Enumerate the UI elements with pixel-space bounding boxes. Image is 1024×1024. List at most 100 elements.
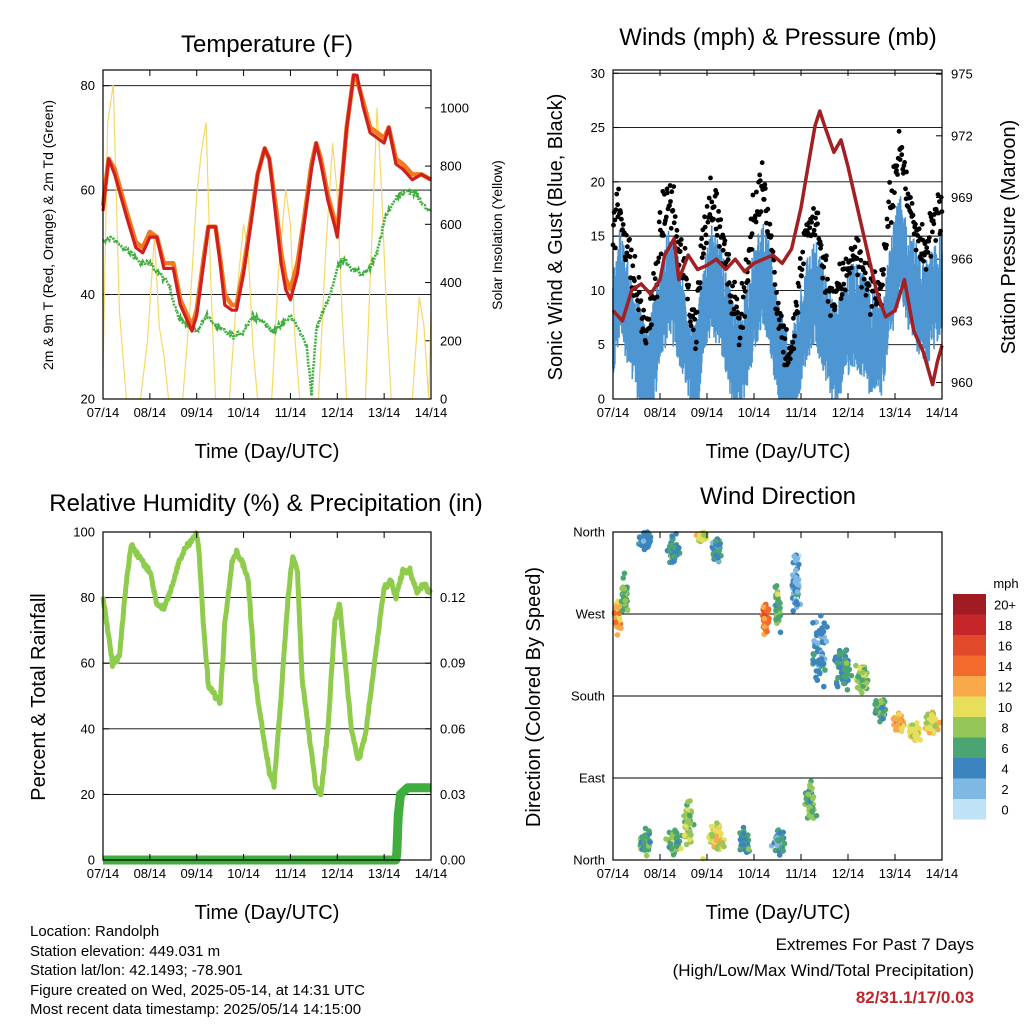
gust-point bbox=[869, 304, 875, 309]
wind-direction-point bbox=[932, 716, 939, 722]
gust-point bbox=[684, 276, 689, 282]
gust-point bbox=[862, 260, 868, 266]
gust-point bbox=[772, 269, 777, 275]
gust-point bbox=[930, 229, 935, 235]
gust-point bbox=[678, 237, 684, 242]
wind-direction-y-tick-label: South bbox=[571, 689, 605, 704]
winds-title: Winds (mph) & Pressure (mb) bbox=[619, 24, 936, 51]
humidity-y-tick-label: 0 bbox=[88, 853, 95, 868]
gust-point bbox=[843, 256, 849, 262]
gust-point bbox=[688, 323, 694, 329]
gust-point bbox=[784, 327, 789, 332]
wind-direction-point bbox=[737, 836, 744, 843]
gust-point bbox=[776, 317, 782, 323]
gust-point bbox=[670, 208, 676, 213]
wind-direction-point bbox=[854, 684, 861, 691]
solar-insolation-line bbox=[102, 84, 432, 400]
humidity-y-tick-label-right: 0.06 bbox=[440, 721, 465, 736]
wind-direction-point bbox=[622, 598, 629, 604]
extremes-values: 82/31.1/17/0.03 bbox=[855, 988, 974, 1007]
temperature-y-tick-label-right: 400 bbox=[440, 275, 462, 290]
gust-point bbox=[664, 186, 670, 192]
gust-point bbox=[780, 349, 786, 355]
station-info: Location: Randolph Station elevation: 44… bbox=[30, 922, 365, 1020]
gust-point bbox=[792, 333, 797, 339]
gust-point bbox=[690, 327, 696, 333]
extremes-title: Extremes For Past 7 Days bbox=[775, 935, 974, 954]
gust-point bbox=[925, 250, 931, 255]
temperature-y-label-right: Solar Insolation (Yellow) bbox=[489, 160, 505, 310]
gust-point bbox=[813, 215, 818, 221]
wind-direction-point bbox=[781, 840, 788, 847]
wind-direction-point bbox=[718, 830, 724, 837]
gust-point bbox=[839, 286, 844, 291]
gust-point bbox=[796, 284, 802, 289]
gust-point bbox=[667, 183, 673, 188]
wind-direction-point bbox=[714, 845, 720, 852]
wind-direction-point bbox=[837, 664, 843, 670]
gust-point bbox=[864, 287, 870, 292]
wind-direction-point bbox=[813, 674, 819, 681]
wind-direction-point bbox=[822, 667, 828, 673]
gust-point bbox=[791, 315, 796, 321]
gust-point bbox=[832, 303, 838, 309]
wind-direction-point bbox=[792, 557, 799, 564]
gust-point bbox=[616, 186, 621, 192]
wind-direction-point bbox=[685, 799, 691, 805]
gust-point bbox=[725, 257, 731, 262]
wind-direction-point bbox=[823, 638, 830, 645]
gust-point bbox=[811, 206, 816, 211]
temperature-x-tick-label: 08/14 bbox=[134, 405, 167, 420]
gust-point bbox=[909, 201, 915, 206]
wind-direction-point bbox=[841, 680, 847, 687]
gust-point bbox=[736, 342, 742, 348]
gust-point bbox=[701, 245, 707, 251]
wind-direction-x-tick-label: 08/14 bbox=[644, 866, 677, 881]
gust-point bbox=[636, 289, 642, 295]
gust-point bbox=[825, 276, 830, 282]
winds-y-tick-label-right: 969 bbox=[951, 190, 973, 205]
legend-swatch bbox=[953, 717, 986, 738]
gust-point bbox=[651, 271, 656, 276]
legend-swatch bbox=[953, 778, 986, 799]
gust-point bbox=[897, 157, 903, 163]
gust-point bbox=[861, 276, 867, 282]
wind-direction-point bbox=[764, 628, 770, 635]
relative-humidity-line bbox=[100, 530, 433, 798]
gust-point bbox=[899, 152, 905, 158]
wind-direction-point bbox=[624, 607, 631, 613]
humidity-y-label: Percent & Total Rainfall bbox=[28, 593, 50, 801]
gust-point bbox=[858, 257, 864, 263]
gust-point bbox=[815, 221, 820, 227]
legend-label: 8 bbox=[1001, 720, 1008, 735]
winds-x-tick-label: 09/14 bbox=[691, 405, 724, 420]
wind-direction-point bbox=[669, 559, 676, 565]
wind-direction-point bbox=[898, 725, 905, 732]
gust-point bbox=[671, 220, 677, 226]
gust-point bbox=[781, 323, 787, 329]
gust-point bbox=[858, 249, 863, 255]
gust-point bbox=[714, 232, 720, 238]
gust-point bbox=[726, 252, 732, 257]
humidity-title: Relative Humidity (%) & Precipitation (i… bbox=[49, 490, 482, 517]
gust-point bbox=[742, 288, 748, 294]
gust-point bbox=[737, 315, 742, 321]
wind-direction-point bbox=[740, 830, 747, 837]
gust-point bbox=[924, 245, 930, 251]
wind-direction-point bbox=[619, 607, 626, 614]
wind-direction-x-label: Time (Day/UTC) bbox=[706, 902, 851, 924]
wind-direction-point bbox=[761, 615, 768, 622]
gust-point bbox=[655, 259, 661, 265]
humidity-x-tick-label: 13/14 bbox=[368, 866, 401, 881]
gust-point bbox=[702, 224, 708, 230]
gust-point bbox=[765, 206, 771, 212]
extremes-subtitle: (High/Low/Max Wind/Total Precipitation) bbox=[672, 961, 974, 980]
wind-direction-point bbox=[772, 584, 779, 590]
wind-direction-point bbox=[721, 843, 727, 850]
gust-point bbox=[881, 267, 886, 272]
wind-direction-point bbox=[765, 606, 772, 612]
humidity-x-tick-label: 11/14 bbox=[275, 866, 307, 881]
wind-direction-x-tick-label: 10/14 bbox=[738, 866, 771, 881]
wind-direction-point bbox=[793, 574, 799, 581]
gust-point bbox=[688, 319, 693, 325]
